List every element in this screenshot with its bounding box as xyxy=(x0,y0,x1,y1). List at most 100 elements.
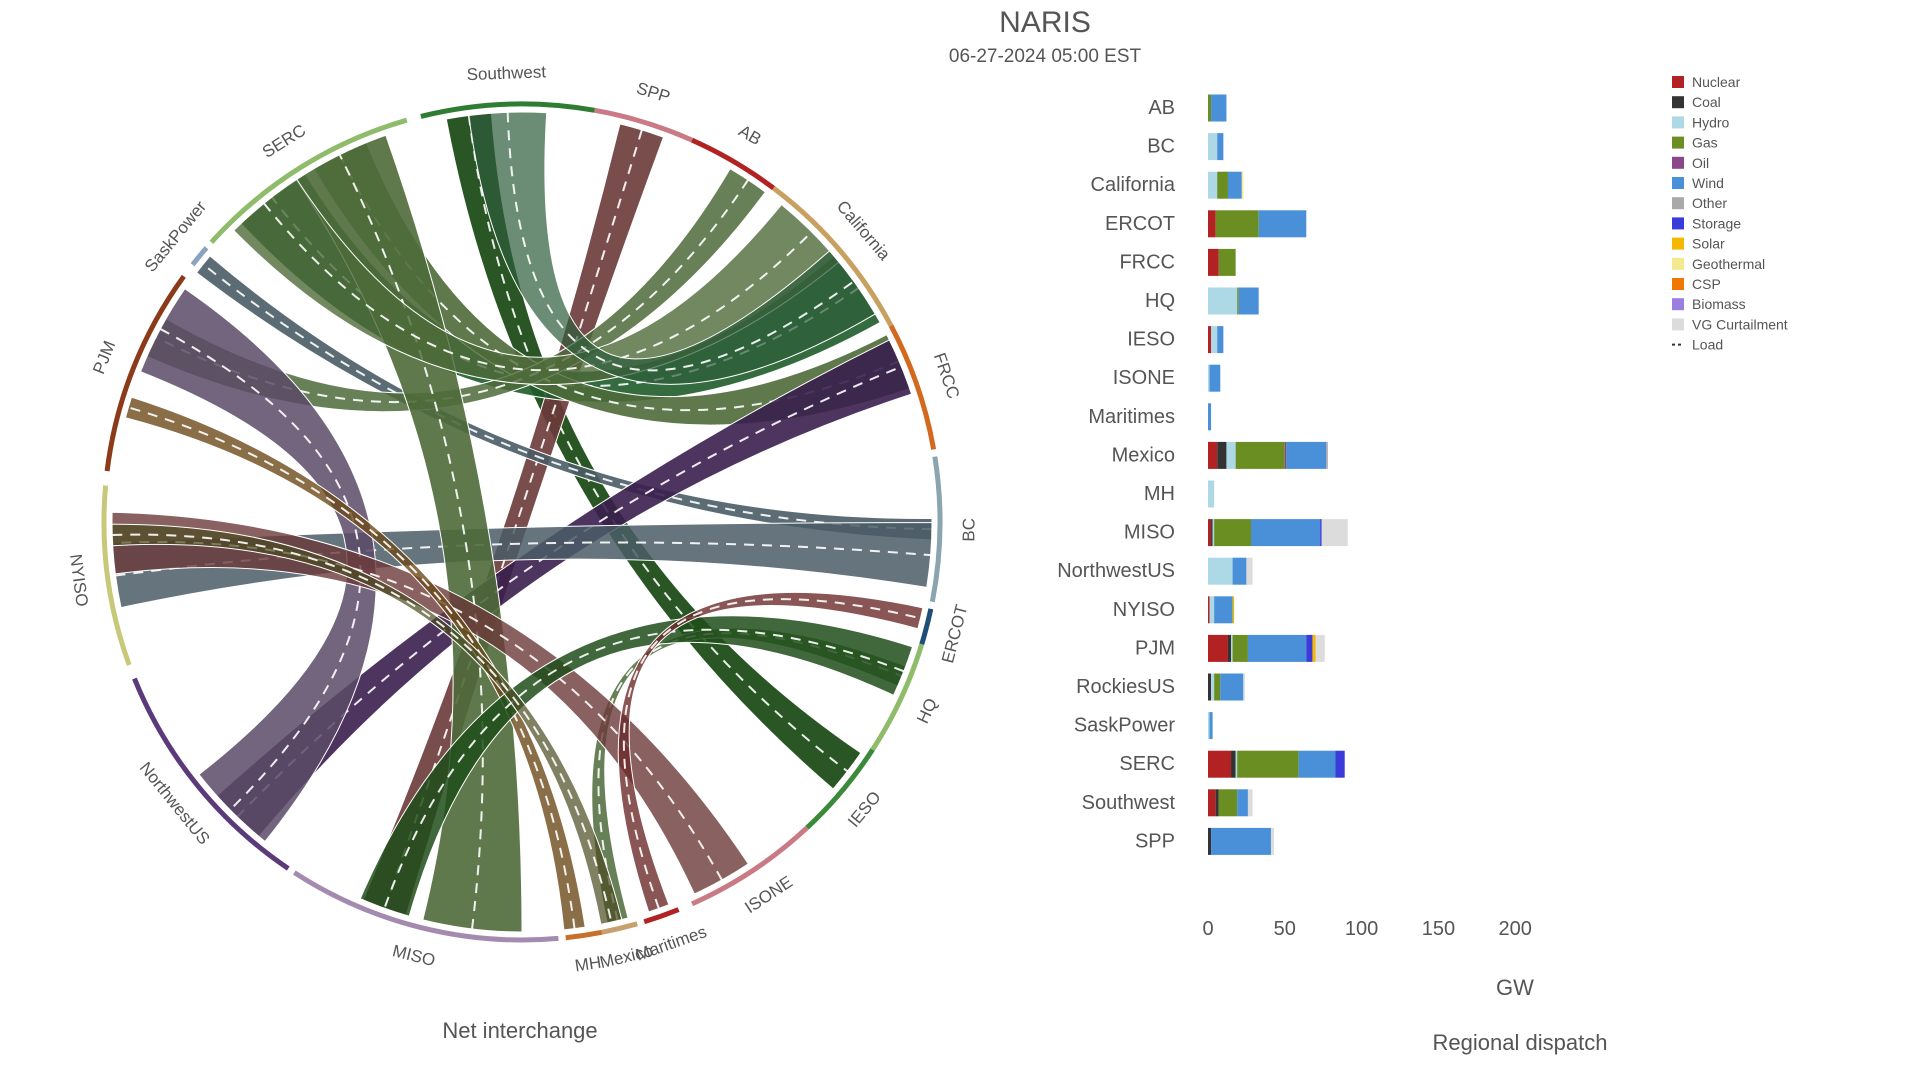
bar-southwest-wind xyxy=(1237,789,1248,817)
region-label-rockiesus: RockiesUS xyxy=(1076,676,1175,698)
flow-direction-line xyxy=(112,533,613,923)
region-label-miso: MISO xyxy=(1124,522,1175,544)
regional-dispatch-caption: Regional dispatch xyxy=(1432,1030,1608,1055)
legend-label: Nuclear xyxy=(1692,74,1741,90)
bar-mexico-oil xyxy=(1284,441,1287,469)
legend-label: Wind xyxy=(1692,175,1724,191)
x-tick-label: 150 xyxy=(1422,918,1455,940)
flow-direction-line xyxy=(263,202,813,372)
region-arc-saskpower xyxy=(190,246,209,267)
bar-ercot-wind xyxy=(1258,210,1307,238)
bar-pjm-hydro xyxy=(1231,634,1233,662)
legend-label: Coal xyxy=(1692,94,1721,110)
bar-serc-coal xyxy=(1231,750,1236,778)
region-label-serc: SERC xyxy=(1119,753,1175,775)
bar-northwestus-vg-curtailment xyxy=(1246,557,1253,585)
region-arc-spp xyxy=(594,107,694,143)
bar-ieso-hydro xyxy=(1211,326,1218,354)
bar-ieso-wind xyxy=(1217,326,1224,354)
legend-swatch-biomass xyxy=(1672,298,1684,311)
bar-mexico-other xyxy=(1326,441,1328,469)
bar-isone-wind xyxy=(1209,364,1221,392)
region-arc-southwest xyxy=(420,101,596,119)
bar-nyiso-solar xyxy=(1232,596,1235,624)
legend-swatch-hydro xyxy=(1672,116,1684,129)
chart-title: NARIS xyxy=(999,6,1091,39)
legend-label: Oil xyxy=(1692,155,1709,171)
bar-california-gas xyxy=(1217,171,1228,199)
region-label-frcc: FRCC xyxy=(1119,251,1175,273)
legend-swatch-gas xyxy=(1672,136,1684,149)
bar-pjm-solar xyxy=(1312,634,1316,662)
bar-ab-gas xyxy=(1208,94,1212,122)
bar-pjm-nuclear xyxy=(1208,634,1228,662)
bar-ieso-nuclear xyxy=(1208,326,1212,354)
bar-maritimes-wind xyxy=(1208,403,1212,431)
legend-label: Biomass xyxy=(1692,296,1746,312)
x-tick-label: 0 xyxy=(1202,918,1213,940)
region-arc-mh xyxy=(565,929,603,941)
region-arc-california xyxy=(772,186,894,327)
region-label-nyiso: NYISO xyxy=(1113,599,1175,621)
region-label-southwest: Southwest xyxy=(1082,792,1176,814)
bar-hq-wind xyxy=(1238,287,1259,315)
bar-miso-wind xyxy=(1251,519,1321,547)
legend-label: Storage xyxy=(1692,215,1741,231)
region-arc-bc xyxy=(929,456,943,603)
legend-label: Other xyxy=(1692,195,1727,211)
region-label-mh: MH xyxy=(1144,483,1175,505)
x-tick-label: 200 xyxy=(1499,918,1532,940)
flow-direction-line xyxy=(467,115,849,773)
region-label-hq: HQ xyxy=(1145,290,1175,312)
flow-direction-line xyxy=(506,112,855,372)
chart-subtitle: 06-27-2024 05:00 EST xyxy=(948,46,1142,67)
bar-frcc-gas xyxy=(1218,248,1236,276)
flow-direction-line xyxy=(338,154,484,930)
region-arc-pjm xyxy=(104,274,186,472)
x-axis-label: GW xyxy=(1496,975,1534,1000)
legend-label: Hydro xyxy=(1692,114,1730,130)
bar-california-wind xyxy=(1227,171,1242,199)
legend-label: CSP xyxy=(1692,276,1721,292)
bar-miso-storage xyxy=(1320,519,1322,547)
legend-label: Solar xyxy=(1692,236,1725,252)
bar-saskpower-wind xyxy=(1209,712,1213,740)
bar-northwestus-hydro xyxy=(1208,557,1233,585)
bar-rockiesus-gas xyxy=(1214,673,1221,701)
bar-northwestus-wind xyxy=(1232,557,1247,585)
bar-mh-hydro xyxy=(1208,480,1215,508)
bar-california-hydro xyxy=(1208,171,1218,199)
bar-saskpower-hydro xyxy=(1208,712,1210,740)
legend-swatch-other xyxy=(1672,197,1684,210)
legend-label: Load xyxy=(1692,337,1723,353)
bar-serc-nuclear xyxy=(1208,750,1232,778)
bar-spp-vg-curtailment xyxy=(1270,827,1275,855)
bar-rockiesus-hydro xyxy=(1211,673,1215,701)
bar-frcc-nuclear xyxy=(1208,248,1219,276)
flow-direction-line xyxy=(622,598,921,909)
bar-bc-wind xyxy=(1217,133,1224,161)
interchange-ribbon xyxy=(617,591,924,913)
region-arc-label: MH xyxy=(574,953,603,976)
legend-swatch-nuclear xyxy=(1672,76,1684,88)
legend-label: VG Curtailment xyxy=(1692,316,1788,332)
interchange-ribbon xyxy=(359,615,914,917)
region-label-mexico: Mexico xyxy=(1112,444,1175,466)
legend-label: Gas xyxy=(1692,135,1718,151)
bar-hq-gas xyxy=(1237,287,1239,315)
x-tick-label: 100 xyxy=(1345,918,1378,940)
region-arc-ercot xyxy=(919,608,934,645)
region-arc-mexico xyxy=(601,921,638,935)
flow-direction-line xyxy=(128,406,576,929)
bar-spp-coal xyxy=(1208,827,1212,855)
region-arc-serc xyxy=(209,117,408,244)
legend-swatch-solar xyxy=(1672,237,1684,250)
bar-spp-wind xyxy=(1211,827,1271,855)
interchange-ribbon xyxy=(111,523,623,925)
bar-pjm-gas xyxy=(1232,634,1248,662)
bar-nyiso-nuclear xyxy=(1208,596,1210,624)
region-label-bc: BC xyxy=(1147,136,1175,158)
region-label-maritimes: Maritimes xyxy=(1088,406,1175,428)
bar-miso-gas xyxy=(1214,519,1252,547)
interchange-ribbon xyxy=(468,111,876,385)
